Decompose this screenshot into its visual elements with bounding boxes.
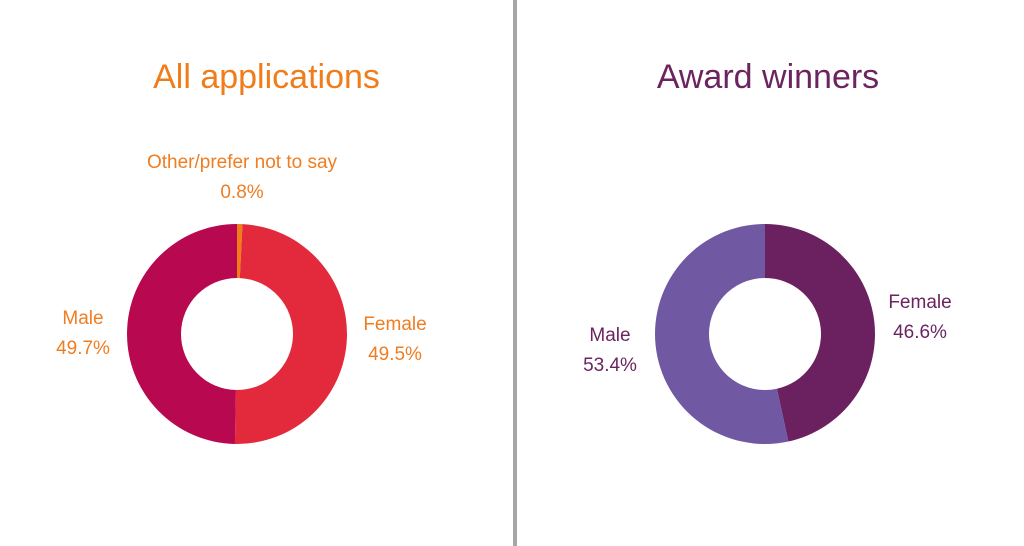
slice-label-female: Female 49.5% [340,310,450,370]
category-label: Other/prefer not to say [146,152,338,173]
category-label: Male [62,308,104,329]
value-label: 0.8% [220,182,264,203]
donut-slice-male [127,224,237,444]
donut-chart-all-applications [127,224,347,444]
value-label: 49.7% [56,338,110,359]
slice-label-other: Other/prefer not to say 0.8% [112,148,372,208]
category-label: Female [363,314,427,335]
donut-slice-female [234,224,347,444]
value-label: 46.6% [893,322,947,343]
donut-slice-female [765,224,875,442]
donut-chart-award-winners [654,224,875,445]
donut-slice-male [654,224,789,445]
category-label: Male [589,325,631,346]
value-label: 49.5% [368,344,422,365]
slice-label-male: Male 49.7% [28,304,138,364]
slice-label-male: Male 53.4% [555,321,665,381]
slice-label-female: Female 46.6% [865,288,975,348]
panel-divider [513,0,517,546]
chart-panel-all-applications: All applications Other/prefer not to say… [28,58,450,444]
donut-slice-other-prefer-not-to-say [237,224,243,279]
chart-title: All applications [153,58,380,96]
category-label: Female [888,292,952,313]
chart-panel-award-winners: Award winners Female 46.6% Male 53.4% [517,0,1024,546]
value-label: 53.4% [583,355,637,376]
chart-title: Award winners [656,58,880,96]
